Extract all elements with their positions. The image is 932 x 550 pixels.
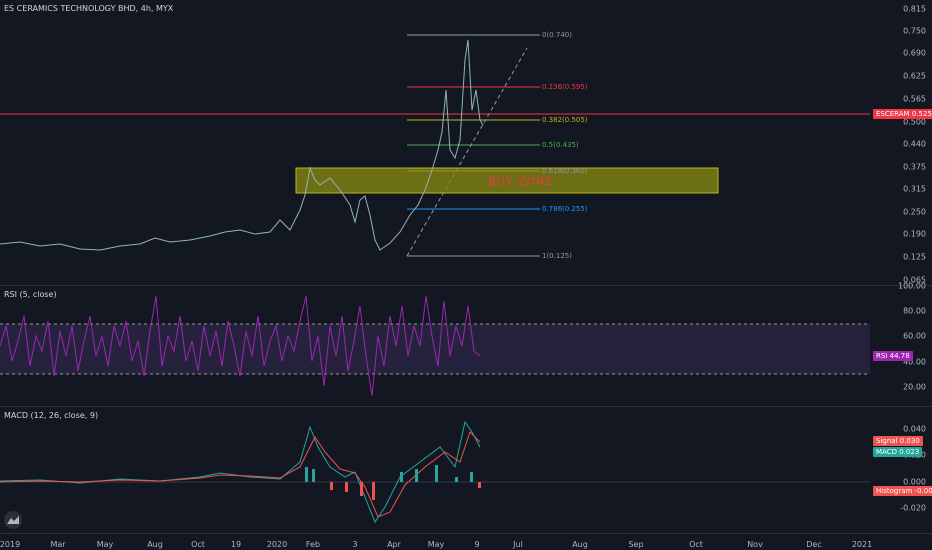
time-tick: 2019 [0, 540, 21, 549]
price-badge: ESCERAM 0.525 [873, 109, 932, 119]
rsi-tick: 20.00 [903, 382, 926, 392]
fib-label-0618: 0.618(0.360) [542, 167, 588, 175]
price-tick: 0.440 [903, 139, 926, 149]
tradingview-logo[interactable] [4, 511, 22, 529]
macd-title: MACD (12, 26, close, 9) [4, 411, 99, 420]
macd-pane[interactable]: MACD (12, 26, close, 9) [0, 407, 870, 533]
time-tick: Apr [387, 540, 401, 549]
macd-line [0, 420, 481, 524]
time-tick: Dec [806, 540, 822, 549]
macd-tick: -0.020 [900, 503, 926, 513]
macd-histogram [305, 465, 481, 500]
time-tick: Nov [747, 540, 763, 549]
time-axis-separator [0, 533, 932, 534]
time-tick: May [96, 540, 114, 549]
buy-zone-box [295, 167, 719, 194]
time-tick: 19 [230, 540, 242, 549]
time-tick: Sep [628, 540, 644, 549]
rsi-pane[interactable]: RSI (5, close) [0, 286, 870, 406]
time-tick: Aug [572, 540, 588, 549]
price-tick: 0.190 [903, 229, 926, 239]
histogram-badge-label: Histogram [876, 487, 913, 495]
time-tick: Aug [147, 540, 163, 549]
macd-badge-label: MACD [876, 448, 897, 456]
rsi-badge-value: 44.78 [889, 352, 910, 360]
time-tick: 3 [352, 540, 358, 549]
price-tick: 0.625 [903, 71, 926, 81]
fib-label-1: 1(0.125) [542, 252, 572, 260]
pane-separator[interactable] [0, 285, 932, 286]
time-tick: Jul [513, 540, 523, 549]
price-tick: 0.315 [903, 184, 926, 194]
rsi-badge: RSI 44.78 [873, 351, 913, 361]
rsi-title: RSI (5, close) [4, 290, 57, 299]
buy-zone-label: BUY ZONE [488, 175, 554, 188]
fib-label-0382: 0.382(0.505) [542, 116, 588, 124]
price-tick: 0.565 [903, 94, 926, 104]
pane-separator[interactable] [0, 406, 932, 407]
price-chart-svg [0, 34, 870, 257]
macd-badge-value: 0.023 [899, 448, 920, 456]
macd-axis[interactable]: 0.040 0.020 0.000 -0.020 [870, 407, 932, 533]
price-axis[interactable]: 0.815 0.750 0.690 0.625 0.565 0.500 0.44… [870, 0, 932, 285]
time-axis[interactable]: 2019 Mar May Aug Oct 19 2020 Feb 3 Apr M… [0, 533, 873, 550]
time-tick: Feb [305, 540, 321, 549]
price-tick: 0.690 [903, 48, 926, 58]
price-tick: 0.125 [903, 252, 926, 262]
price-tick: 0.750 [903, 26, 926, 36]
symbol-title: ES CERAMICS TECHNOLOGY BHD, 4h, MYX [4, 4, 174, 13]
time-tick: 2020 [266, 540, 288, 549]
price-badge-value: 0.525 [911, 110, 932, 118]
histogram-badge: Histogram -0.007 [873, 486, 932, 496]
price-pane[interactable]: ES CERAMICS TECHNOLOGY BHD, 4h, MYX 0(0.… [0, 0, 870, 285]
rsi-axis[interactable]: 100.00 80.00 60.00 40.00 20.00 [870, 282, 932, 406]
rsi-tick: 100.00 [898, 281, 926, 291]
signal-line [0, 431, 481, 518]
time-tick: Mar [50, 540, 66, 549]
fib-label-0236: 0.236(0.595) [542, 83, 588, 91]
macd-chart-svg [0, 420, 870, 524]
price-tick: 0.375 [903, 162, 926, 172]
macd-tick: 0.000 [903, 477, 926, 487]
price-series [0, 39, 484, 251]
macd-badge: MACD 0.023 [873, 447, 923, 457]
signal-badge: Signal 0.030 [873, 436, 923, 446]
tradingview-logo-icon [7, 516, 19, 524]
time-tick: 9 [474, 540, 480, 549]
time-tick: 2021 [851, 540, 873, 549]
rsi-tick: 80.00 [903, 306, 926, 316]
signal-badge-label: Signal [876, 437, 898, 445]
signal-badge-value: 0.030 [899, 437, 920, 445]
price-tick: 0.500 [903, 117, 926, 127]
time-tick: Oct [689, 540, 703, 549]
price-tick: 0.250 [903, 207, 926, 217]
fib-label-05: 0.5(0.435) [542, 141, 579, 149]
fib-trend-line [406, 47, 528, 257]
price-badge-label: ESCERAM [876, 110, 910, 118]
histogram-badge-value: -0.007 [914, 487, 932, 495]
fib-label-0: 0(0.740) [542, 31, 572, 39]
rsi-series [0, 295, 481, 397]
rsi-chart-svg [0, 295, 870, 397]
time-tick: Oct [191, 540, 205, 549]
price-tick: 0.065 [903, 275, 926, 285]
macd-tick: 0.040 [903, 424, 926, 434]
rsi-tick: 40.00 [903, 357, 926, 367]
price-tick: 0.815 [903, 4, 926, 14]
rsi-tick: 60.00 [903, 331, 926, 341]
rsi-badge-label: RSI [876, 352, 888, 360]
time-tick: May [427, 540, 445, 549]
fib-label-0786: 0.786(0.255) [542, 205, 588, 213]
